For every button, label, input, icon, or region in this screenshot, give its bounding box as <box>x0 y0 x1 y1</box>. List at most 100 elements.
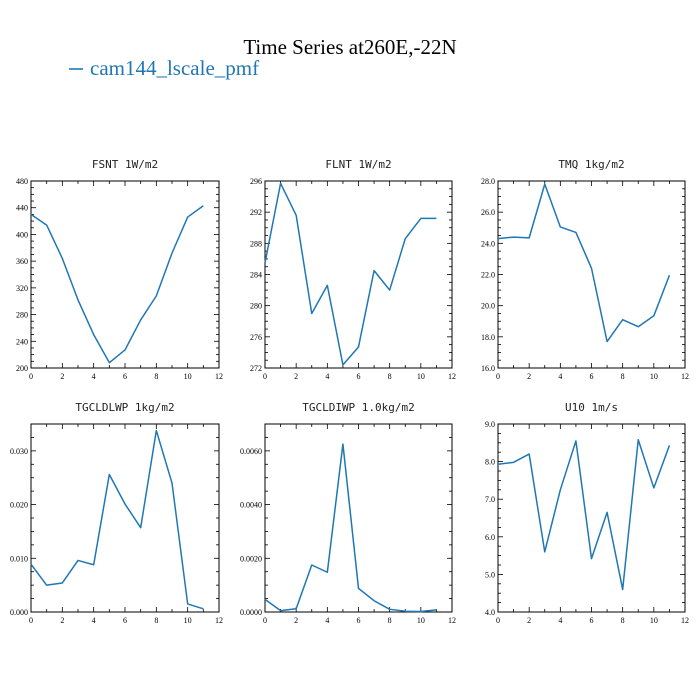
y-tick-label: 400 <box>16 230 28 239</box>
x-tick-label: 6 <box>357 372 361 381</box>
y-tick-label: 6.0 <box>485 533 495 542</box>
x-tick-label: 2 <box>294 616 298 625</box>
y-tick-label: 8.0 <box>485 458 495 467</box>
y-tick-label: 240 <box>16 337 28 346</box>
y-tick-label: 280 <box>16 311 28 320</box>
plot-frame <box>497 180 686 369</box>
panel-title: FLNT 1W/m2 <box>325 158 391 171</box>
y-tick-label: 22.0 <box>481 271 495 280</box>
y-tick-label: 16.0 <box>481 364 495 373</box>
y-tick-label: 0.030 <box>10 447 28 456</box>
x-tick-label: 10 <box>650 616 658 625</box>
x-tick-label: 4 <box>558 616 562 625</box>
x-tick-label: 0 <box>496 372 500 381</box>
y-tick-label: 28.0 <box>481 177 495 186</box>
plot-frame <box>30 180 220 369</box>
plot-frame <box>497 423 686 613</box>
x-tick-label: 10 <box>184 616 192 625</box>
panel-5: TGCLDIWP 1.0kg/m2 0 2 4 6 8 10 12 0.0000 0.0020 0.… <box>240 401 456 625</box>
y-tick-label: 0.0020 <box>240 554 262 563</box>
x-tick-label: 10 <box>650 372 658 381</box>
y-tick-label: 7.0 <box>485 495 495 504</box>
y-tick-label: 272 <box>250 364 262 373</box>
legend-label: cam144_lscale_pmf <box>90 56 259 80</box>
y-tick-label: 18.0 <box>481 333 495 342</box>
x-tick-label: 12 <box>215 372 223 381</box>
x-tick-label: 12 <box>681 372 689 381</box>
y-tick-label: 0.0040 <box>240 501 262 510</box>
y-tick-label: 276 <box>250 333 262 342</box>
panel-4: TGCLDLWP 1kg/m2 0 2 4 6 8 10 12 0.000 0.010 0.020 0… <box>10 401 223 625</box>
x-tick-label: 4 <box>558 372 562 381</box>
x-tick-label: 12 <box>681 616 689 625</box>
y-tick-label: 0.0000 <box>240 608 262 617</box>
y-tick-label: 26.0 <box>481 208 495 217</box>
x-tick-label: 6 <box>590 372 594 381</box>
series-line <box>30 205 204 364</box>
series-line <box>264 443 437 613</box>
panel-1: FSNT 1W/m2 0 2 4 6 8 10 12 200 240 280 320 360 400 440… <box>16 158 223 381</box>
y-tick-label: 292 <box>250 208 262 217</box>
y-tick-label: 4.0 <box>485 608 495 617</box>
panel-2: FLNT 1W/m2 0 2 4 6 8 10 12 272 276 280 284 288 292 296 <box>250 158 456 381</box>
x-tick-label: 6 <box>590 616 594 625</box>
y-tick-label: 0.000 <box>10 608 28 617</box>
y-tick-label: 0.0060 <box>240 447 262 456</box>
x-tick-label: 10 <box>417 372 425 381</box>
y-tick-label: 440 <box>16 204 28 213</box>
y-tick-label: 280 <box>250 302 262 311</box>
panel-title: TMQ 1kg/m2 <box>558 158 624 171</box>
x-tick-label: 2 <box>294 372 298 381</box>
x-tick-label: 12 <box>448 616 456 625</box>
y-tick-label: 200 <box>16 364 28 373</box>
y-tick-label: 480 <box>16 177 28 186</box>
x-tick-label: 8 <box>154 372 158 381</box>
x-tick-label: 10 <box>417 616 425 625</box>
x-tick-label: 8 <box>388 372 392 381</box>
panel-3: TMQ 1kg/m2 0 2 4 6 8 10 12 16.0 18.0 20.0 22.0 24.0 2… <box>481 158 689 381</box>
panels: FSNT 1W/m20 2 4 6 8 10 12200240280320360400440… <box>10 158 689 625</box>
x-tick-label: 0 <box>29 372 33 381</box>
panel-6: U10 1m/s 0 2 4 6 8 10 12 4.0 5.0 6.0 7.0 8.0 9.0 <box>485 401 689 625</box>
panel-title: TGCLDIWP 1.0kg/m2 <box>302 401 415 414</box>
x-tick-label: 4 <box>325 616 329 625</box>
y-tick-label: 360 <box>16 257 28 266</box>
x-tick-label: 2 <box>60 372 64 381</box>
x-tick-label: 0 <box>496 616 500 625</box>
y-tick-label: 284 <box>250 271 262 280</box>
x-tick-label: 10 <box>184 372 192 381</box>
x-tick-label: 12 <box>215 616 223 625</box>
y-tick-label: 296 <box>250 177 262 186</box>
y-tick-label: 5.0 <box>485 570 495 579</box>
x-tick-label: 12 <box>448 372 456 381</box>
x-tick-label: 0 <box>263 616 267 625</box>
x-tick-label: 6 <box>357 616 361 625</box>
x-tick-label: 4 <box>92 616 96 625</box>
x-tick-label: 2 <box>527 616 531 625</box>
figure-title: Time Series at260E,-22N <box>243 35 456 59</box>
x-tick-label: 2 <box>60 616 64 625</box>
x-tick-label: 8 <box>621 372 625 381</box>
y-tick-label: 9.0 <box>485 420 495 429</box>
y-tick-label: 0.010 <box>10 554 28 563</box>
x-tick-label: 8 <box>154 616 158 625</box>
x-tick-label: 4 <box>325 372 329 381</box>
panel-title: FSNT 1W/m2 <box>92 158 158 171</box>
x-tick-label: 6 <box>123 616 127 625</box>
y-tick-label: 24.0 <box>481 239 495 248</box>
y-tick-label: 0.020 <box>10 501 28 510</box>
y-tick-label: 288 <box>250 239 262 248</box>
series-line <box>30 429 204 610</box>
x-tick-label: 0 <box>29 616 33 625</box>
x-tick-label: 0 <box>263 372 267 381</box>
x-tick-label: 6 <box>123 372 127 381</box>
x-tick-label: 4 <box>92 372 96 381</box>
series-line <box>264 182 437 366</box>
panel-title: U10 1m/s <box>565 401 618 414</box>
legend: cam144_lscale_pmf <box>69 56 259 80</box>
y-tick-label: 320 <box>16 284 28 293</box>
y-tick-label: 20.0 <box>481 302 495 311</box>
panel-title: TGCLDLWP 1kg/m2 <box>75 401 174 414</box>
x-tick-label: 8 <box>388 616 392 625</box>
